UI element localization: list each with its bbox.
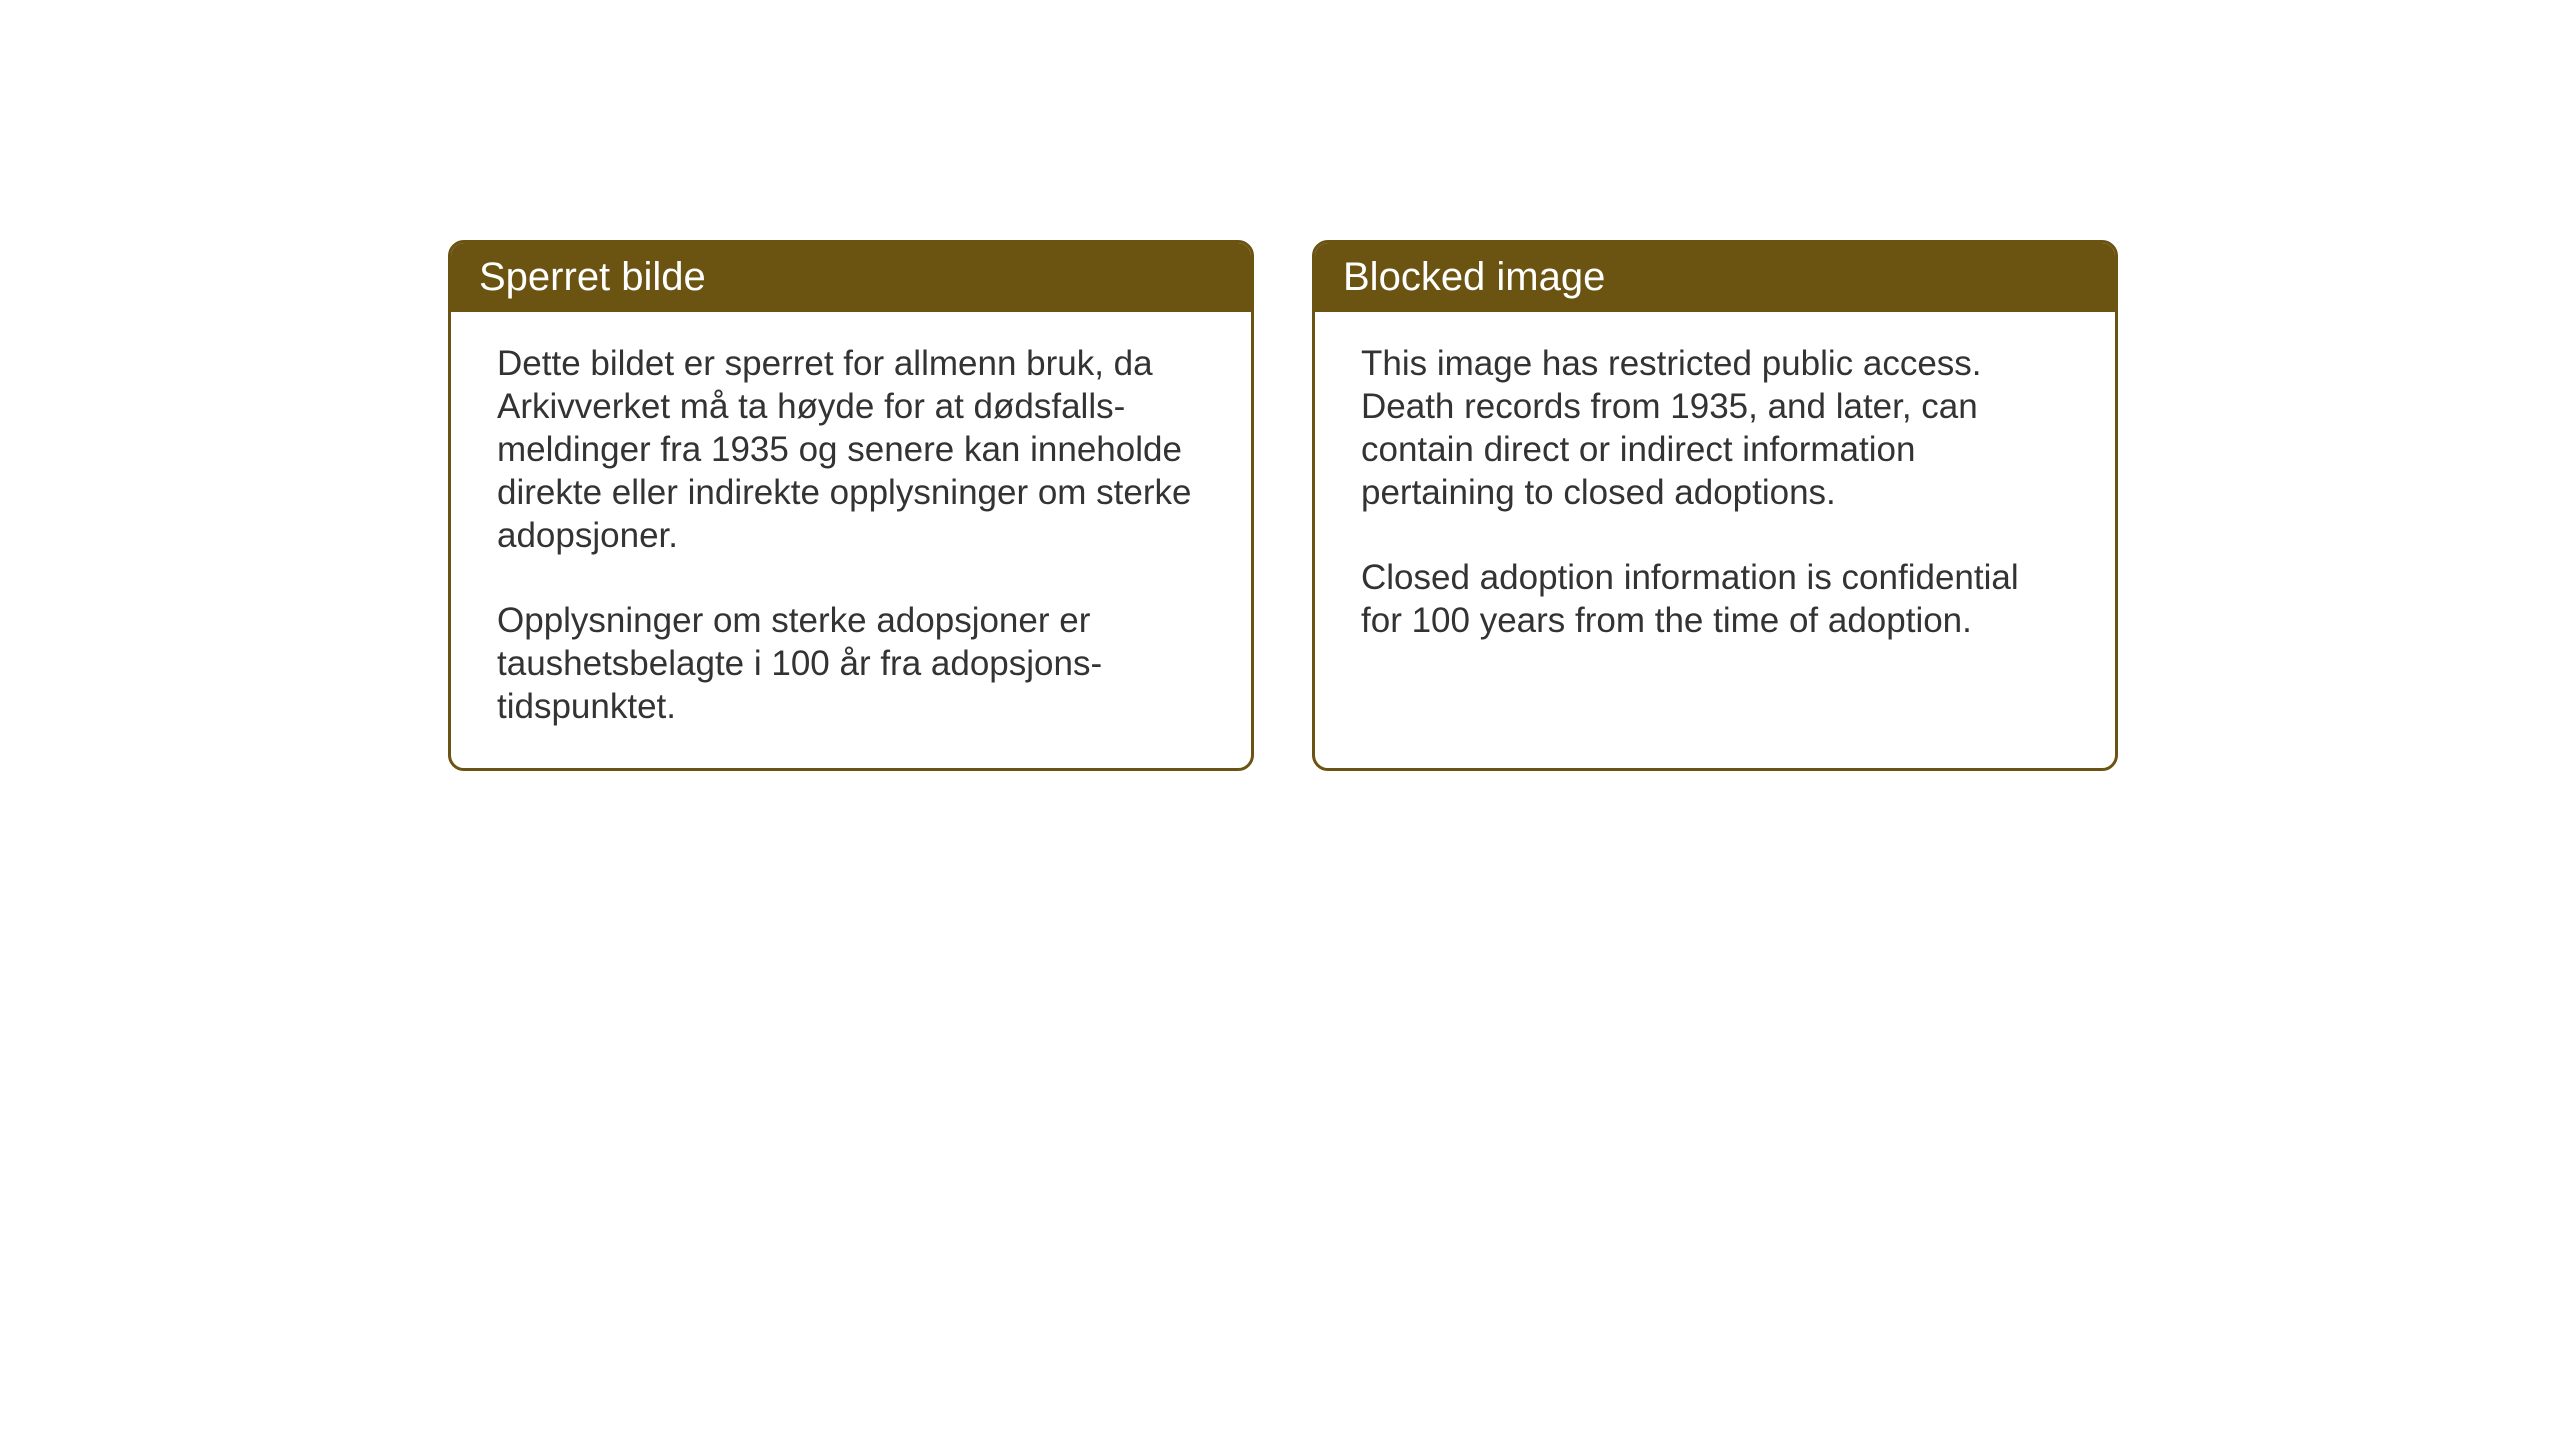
notice-header-norwegian: Sperret bilde [451,243,1251,312]
notice-paragraph-2-english: Closed adoption information is confident… [1361,556,2069,642]
notice-paragraph-2-norwegian: Opplysninger om sterke adopsjoner er tau… [497,599,1205,728]
notice-card-norwegian: Sperret bilde Dette bildet er sperret fo… [448,240,1254,771]
notice-title-english: Blocked image [1343,255,1605,299]
notice-body-english: This image has restricted public access.… [1315,312,2115,682]
notice-body-norwegian: Dette bildet er sperret for allmenn bruk… [451,312,1251,768]
notice-header-english: Blocked image [1315,243,2115,312]
notice-card-english: Blocked image This image has restricted … [1312,240,2118,771]
notice-paragraph-1-english: This image has restricted public access.… [1361,342,2069,514]
notice-container: Sperret bilde Dette bildet er sperret fo… [448,240,2118,771]
notice-title-norwegian: Sperret bilde [479,255,706,299]
notice-paragraph-1-norwegian: Dette bildet er sperret for allmenn bruk… [497,342,1205,557]
